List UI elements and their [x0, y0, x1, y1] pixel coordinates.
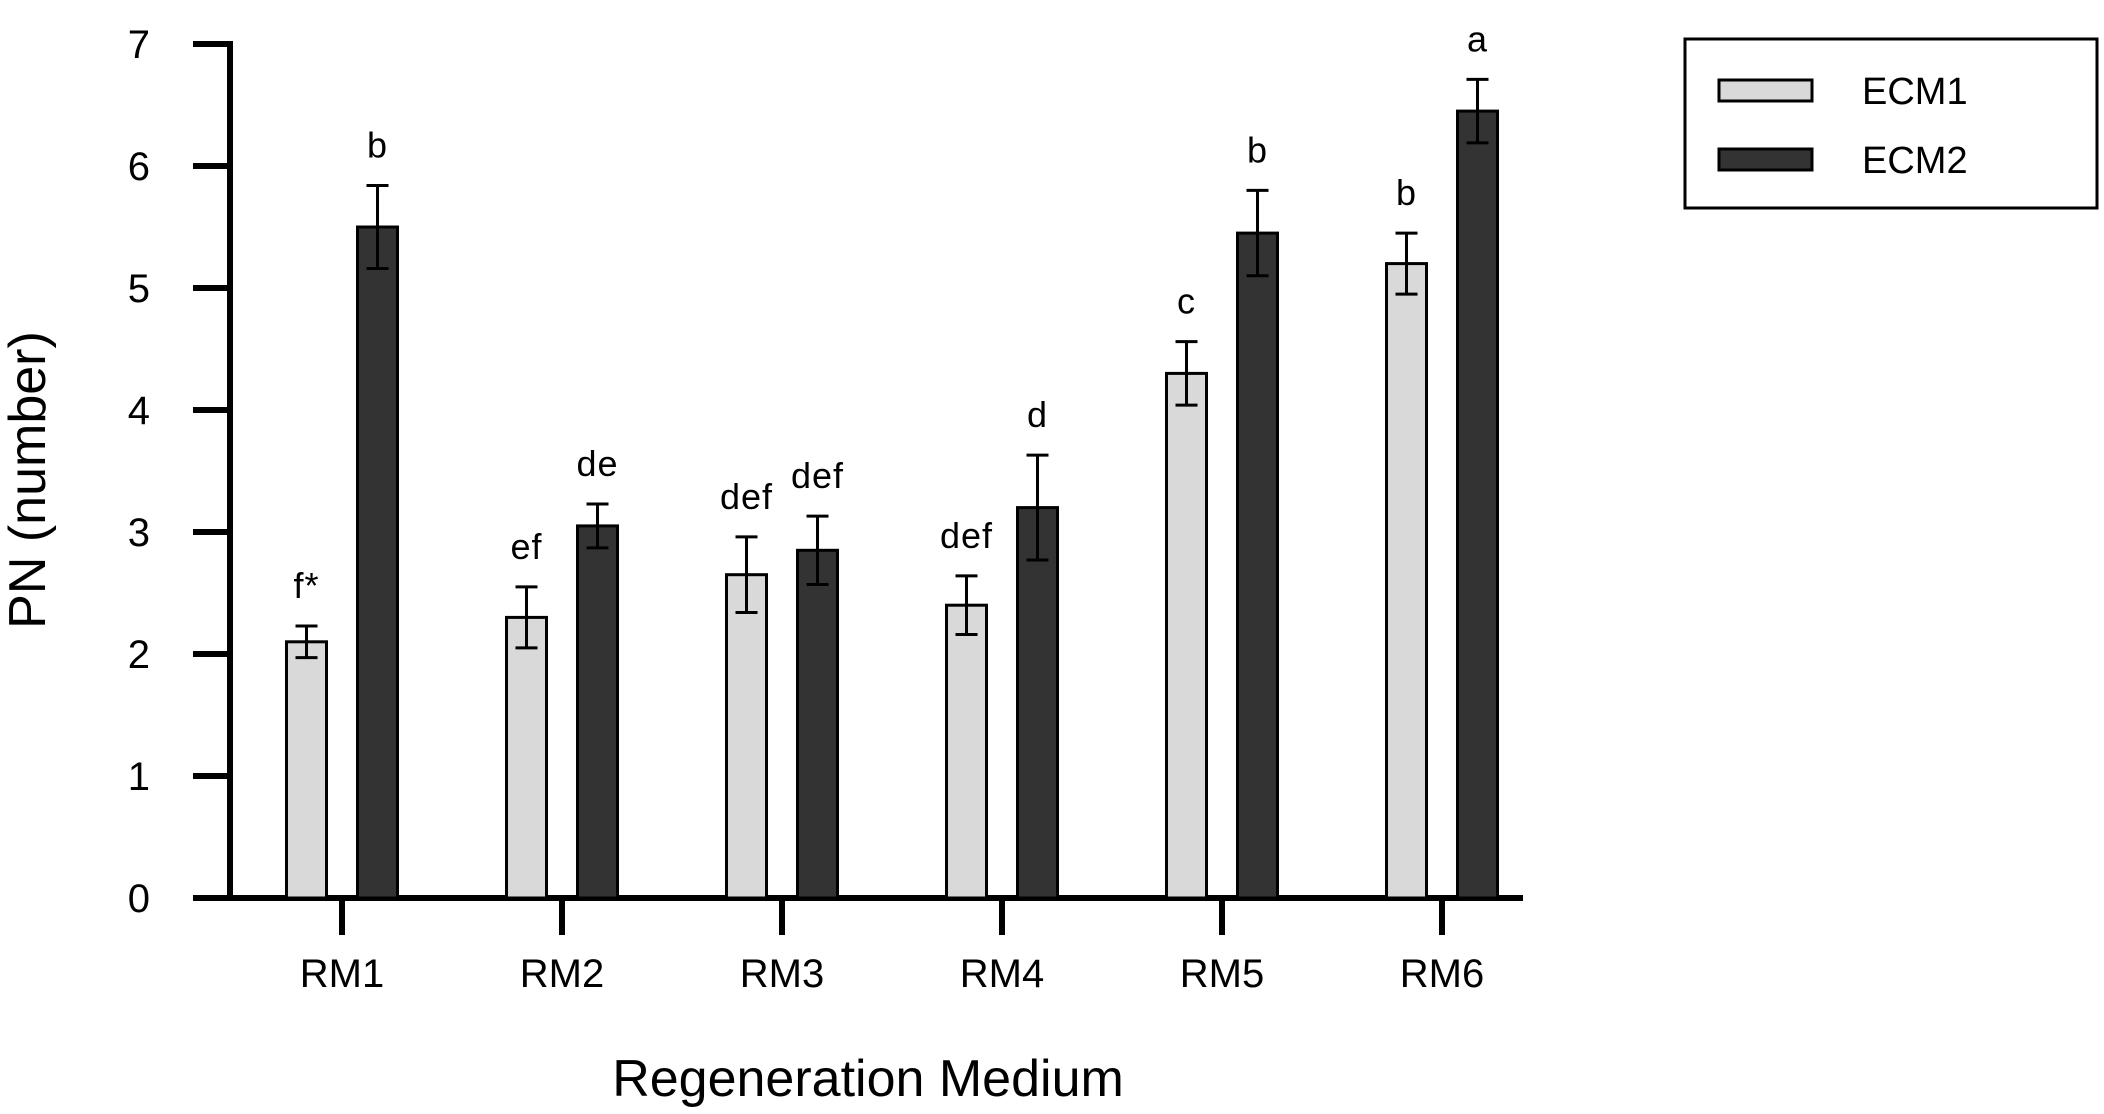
y-tick-label: 3 — [128, 511, 150, 555]
sig-label-ecm2-rm1: b — [367, 125, 388, 166]
error-bar-ecm2-rm4 — [1026, 453, 1049, 562]
bar-ecm2-rm5 — [1236, 231, 1279, 900]
error-bar-ecm2-rm3 — [806, 514, 829, 586]
bar-ecm1-rm2 — [505, 615, 548, 900]
sig-label-ecm1-rm5: c — [1177, 281, 1196, 322]
sig-label-ecm1-rm6: b — [1396, 172, 1417, 213]
y-axis: 0 1 2 3 4 5 6 7 — [128, 23, 233, 921]
bars — [285, 77, 1499, 900]
y-tick-label: 1 — [128, 755, 150, 799]
x-tick-label-rm1: RM1 — [300, 952, 384, 996]
legend-swatch-ecm2 — [1717, 147, 1814, 172]
y-tick-label: 4 — [128, 389, 150, 433]
x-tick-label-rm5: RM5 — [1180, 952, 1264, 996]
x-axis-title: Regeneration Medium — [612, 1050, 1124, 1108]
bar-ecm1-rm1 — [285, 640, 328, 900]
bar-ecm2-rm3 — [796, 548, 839, 900]
x-tick-label-rm3: RM3 — [740, 952, 824, 996]
error-bar-ecm2-rm1 — [366, 184, 389, 270]
sig-label-ecm2-rm6: a — [1467, 18, 1488, 59]
sig-label-ecm2-rm3: def — [791, 455, 844, 496]
sig-label-ecm1-rm2: ef — [510, 526, 542, 567]
y-tick-label: 2 — [128, 633, 150, 677]
error-bar-ecm2-rm5 — [1246, 188, 1269, 278]
bar-ecm2-rm1 — [356, 225, 399, 900]
sig-label-ecm1-rm1: f* — [293, 565, 319, 606]
legend-swatch-ecm1 — [1717, 78, 1814, 103]
bar-ecm2-rm6 — [1456, 109, 1499, 900]
x-axis: RM1 RM2 RM3 RM4 RM5 RM6 — [195, 895, 1523, 996]
x-tick-label-rm4: RM4 — [960, 952, 1044, 996]
bar-ecm2-rm2 — [576, 524, 619, 900]
legend-label-ecm2: ECM2 — [1862, 140, 1968, 182]
legend: ECM1 ECM2 — [1683, 37, 2099, 210]
sig-label-ecm2-rm4: d — [1027, 394, 1048, 435]
error-bar-ecm1-rm6 — [1395, 231, 1418, 296]
bar-ecm1-rm5 — [1165, 371, 1208, 900]
y-tick-label: 5 — [128, 267, 150, 311]
y-axis-title: PN (number) — [0, 331, 57, 629]
error-bar-ecm2-rm6 — [1466, 77, 1489, 145]
y-tick-label: 6 — [128, 145, 150, 189]
error-bar-ecm1-rm3 — [735, 535, 758, 615]
legend-box — [1683, 37, 2099, 210]
bar-ecm2-rm4 — [1016, 506, 1059, 900]
error-bar-ecm1-rm5 — [1175, 340, 1198, 407]
bar-ecm1-rm6 — [1385, 262, 1428, 900]
sig-label-ecm2-rm5: b — [1247, 129, 1268, 170]
sig-label-ecm1-rm4: def — [940, 515, 993, 556]
y-tick-label: 0 — [128, 877, 150, 921]
x-tick-label-rm6: RM6 — [1400, 952, 1484, 996]
legend-label-ecm1: ECM1 — [1862, 71, 1968, 113]
error-bar-ecm1-rm2 — [515, 585, 538, 650]
bar-ecm1-rm3 — [725, 573, 768, 900]
y-tick-label: 7 — [128, 23, 150, 67]
error-bar-ecm2-rm2 — [586, 502, 609, 550]
bar-ecm1-rm4 — [945, 603, 988, 900]
x-tick-label-rm2: RM2 — [520, 952, 604, 996]
error-bar-ecm1-rm4 — [955, 574, 978, 636]
sig-label-ecm2-rm2: de — [576, 443, 618, 484]
error-bar-ecm1-rm1 — [295, 624, 318, 660]
sig-label-ecm1-rm3: def — [720, 476, 773, 517]
